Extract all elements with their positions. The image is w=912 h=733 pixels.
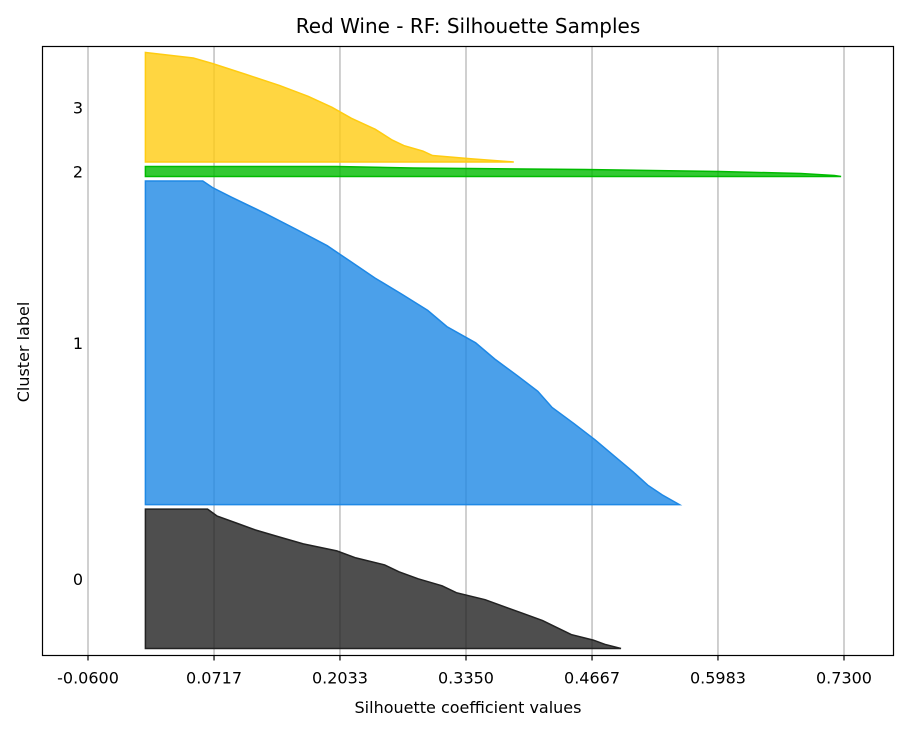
cluster-1-area (144, 180, 683, 506)
x-tick-label: 0.4667 (564, 669, 620, 688)
cluster-0-area (144, 508, 622, 650)
x-tick-label: 0.0717 (186, 669, 242, 688)
x-axis-label: Silhouette coefficient values (355, 698, 582, 717)
x-tick-label: 0.3350 (438, 669, 494, 688)
cluster-2-area (144, 165, 842, 178)
cluster-label: 3 (73, 98, 83, 117)
cluster-labels: 0 1 2 3 (73, 98, 83, 589)
cluster-label: 0 (73, 570, 83, 589)
cluster-areas (144, 51, 842, 650)
plot-frame (41, 45, 895, 657)
chart-title: Red Wine - RF: Silhouette Samples (296, 14, 641, 38)
cluster-label: 1 (73, 334, 83, 353)
x-ticks: -0.0600 0.0717 0.2033 0.3350 0.4667 0.5983 0.7… (57, 655, 872, 688)
x-tick-label: -0.0600 (57, 669, 119, 688)
cluster-3-area (144, 51, 514, 163)
x-tick-label: 0.7300 (816, 669, 872, 688)
cluster-label: 2 (73, 163, 83, 182)
x-tick-label: 0.2033 (312, 669, 368, 688)
y-axis-label: Cluster label (14, 302, 33, 403)
x-tick-label: 0.5983 (690, 669, 746, 688)
